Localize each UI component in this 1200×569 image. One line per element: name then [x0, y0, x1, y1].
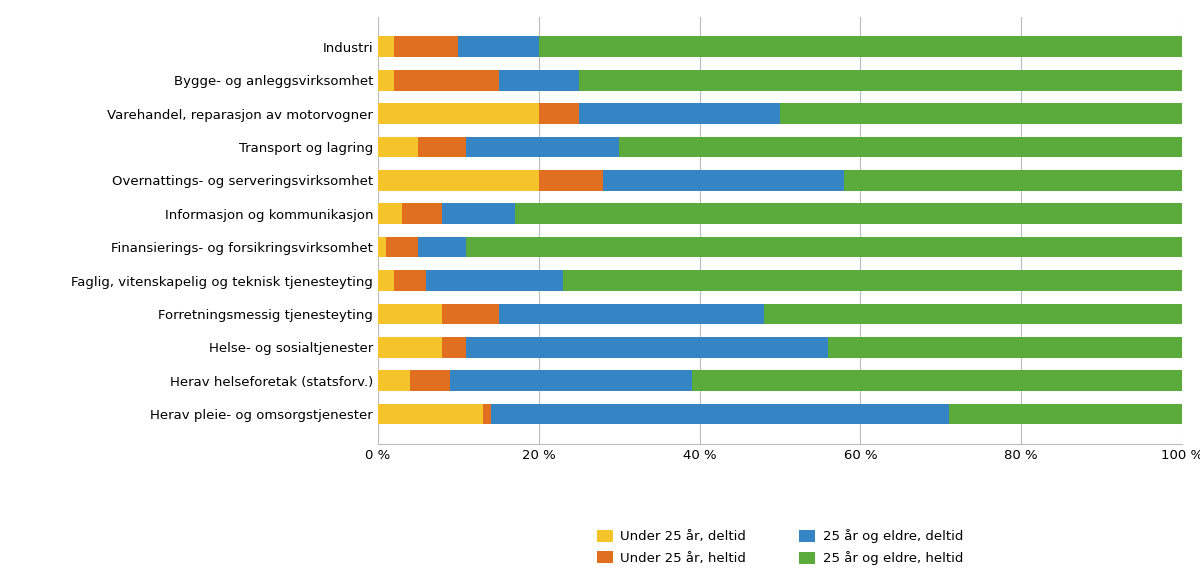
Bar: [780, 103, 1182, 124]
Bar: [539, 36, 1182, 57]
Bar: [378, 36, 394, 57]
Bar: [764, 304, 1182, 324]
Bar: [619, 137, 1182, 157]
Bar: [378, 70, 394, 90]
Bar: [515, 203, 1182, 224]
Bar: [467, 137, 619, 157]
Bar: [378, 170, 539, 191]
Bar: [539, 103, 580, 124]
Bar: [378, 270, 394, 291]
Bar: [604, 170, 845, 191]
Bar: [394, 270, 426, 291]
Bar: [443, 203, 515, 224]
Bar: [378, 337, 443, 358]
Bar: [450, 370, 691, 391]
Bar: [443, 304, 499, 324]
Bar: [426, 270, 563, 291]
Bar: [378, 103, 539, 124]
Bar: [580, 103, 780, 124]
Bar: [443, 337, 467, 358]
Bar: [458, 36, 539, 57]
Bar: [402, 203, 443, 224]
Bar: [394, 70, 499, 90]
Bar: [499, 70, 580, 90]
Bar: [419, 137, 467, 157]
Bar: [539, 170, 604, 191]
Bar: [394, 36, 458, 57]
Bar: [378, 404, 482, 424]
Bar: [499, 304, 764, 324]
Bar: [378, 237, 386, 258]
Bar: [378, 370, 410, 391]
Bar: [828, 337, 1182, 358]
Bar: [419, 237, 467, 258]
Bar: [386, 237, 419, 258]
Bar: [491, 404, 949, 424]
Bar: [378, 203, 402, 224]
Bar: [580, 70, 1182, 90]
Bar: [410, 370, 450, 391]
Bar: [467, 337, 828, 358]
Bar: [949, 404, 1182, 424]
Bar: [691, 370, 1182, 391]
Bar: [563, 270, 1182, 291]
Legend: Under 25 år, deltid, Under 25 år, heltid, 25 år og eldre, deltid, 25 år og eldre: Under 25 år, deltid, Under 25 år, heltid…: [596, 529, 964, 565]
Bar: [845, 170, 1182, 191]
Bar: [378, 304, 443, 324]
Bar: [467, 237, 1182, 258]
Bar: [482, 404, 491, 424]
Bar: [378, 137, 419, 157]
